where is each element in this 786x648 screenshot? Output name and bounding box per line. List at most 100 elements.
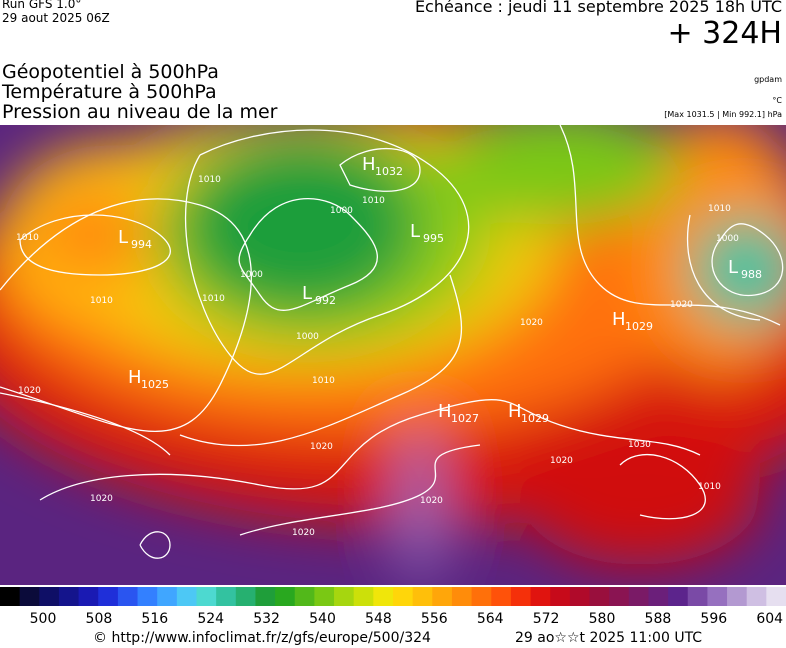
center-value: 1027 bbox=[451, 412, 479, 425]
center-type: H bbox=[508, 401, 522, 422]
colorbar-swatch bbox=[668, 587, 689, 606]
center-value: 1029 bbox=[521, 412, 549, 425]
isobar-label: 1000 bbox=[716, 234, 739, 244]
colorbar-swatch bbox=[746, 587, 767, 606]
center-type: H bbox=[362, 154, 376, 175]
colorbar-swatch bbox=[0, 587, 21, 606]
colorbar-swatch bbox=[117, 587, 139, 606]
colorbar-label: 588 bbox=[645, 611, 672, 627]
colorbar-swatch bbox=[373, 587, 394, 606]
isobar-label: 1000 bbox=[330, 206, 353, 216]
isobar-label: 1020 bbox=[310, 442, 333, 452]
colorbar-label: 556 bbox=[421, 611, 448, 627]
unit: °C bbox=[772, 96, 782, 105]
isobar-label: 1010 bbox=[708, 204, 731, 214]
colorbar-swatch bbox=[255, 587, 276, 606]
field-name: Température à 500hPa bbox=[2, 81, 217, 103]
source-link[interactable]: © http://www.infoclimat.fr/z/gfs/europe/… bbox=[93, 630, 431, 646]
field-name: Pression au niveau de la mer bbox=[2, 101, 278, 123]
isobar-label: 1020 bbox=[18, 386, 41, 396]
colorbar-swatch bbox=[707, 587, 728, 606]
center-type: L bbox=[410, 221, 420, 242]
run-label: Run GFS 1.0° bbox=[2, 0, 82, 11]
colorbar-swatch bbox=[19, 587, 40, 606]
colorbar: 500 508 516 524 532 540 548 556 564 572 580 588 596 6… bbox=[0, 587, 786, 627]
colorbar-swatch bbox=[314, 587, 335, 606]
colorbar-swatch bbox=[157, 587, 178, 606]
center-value: 1029 bbox=[625, 320, 653, 333]
generated-time: 29 ao☆☆t 2025 11:00 UTC bbox=[515, 630, 703, 646]
colorbar-swatch bbox=[393, 587, 414, 606]
colorbar-swatch bbox=[491, 587, 512, 606]
isobar-label: 1010 bbox=[698, 482, 721, 492]
lead-time: + 324H bbox=[667, 16, 783, 51]
isobar-labels: 1010 1010 1010 1000 1010 1000 1010 1000 1010 1020… bbox=[16, 175, 739, 538]
colorbar-swatch bbox=[58, 587, 80, 606]
colorbar-swatch bbox=[687, 587, 708, 606]
isobar-label: 1010 bbox=[362, 196, 385, 206]
isobar-label: 1020 bbox=[420, 496, 443, 506]
colorbar-swatch bbox=[196, 587, 217, 606]
colorbar-label: 500 bbox=[30, 611, 57, 627]
colorbar-swatch bbox=[432, 587, 453, 606]
colorbar-swatch bbox=[589, 587, 610, 606]
field-shading bbox=[0, 125, 786, 585]
colorbar-label: 564 bbox=[477, 611, 504, 627]
colorbar-swatch bbox=[550, 587, 571, 606]
center-type: L bbox=[118, 227, 128, 248]
isobar-label: 1010 bbox=[312, 376, 335, 386]
colorbar-swatch bbox=[353, 587, 374, 606]
center-type: L bbox=[728, 257, 738, 278]
center-value: 1032 bbox=[375, 165, 403, 178]
valid-time: Echéance : jeudi 11 septembre 2025 18h U… bbox=[414, 0, 782, 16]
center-type: H bbox=[612, 309, 626, 330]
colorbar-swatch bbox=[648, 587, 669, 606]
isobar-label: 1010 bbox=[202, 294, 225, 304]
colorbar-swatch bbox=[275, 587, 296, 606]
colorbar-label: 516 bbox=[141, 611, 168, 627]
colorbar-label: 508 bbox=[86, 611, 113, 627]
colorbar-label: 540 bbox=[309, 611, 336, 627]
isobar-label: 1020 bbox=[670, 300, 693, 310]
colorbar-label: 596 bbox=[700, 611, 727, 627]
isobar-label: 1020 bbox=[520, 318, 543, 328]
colorbar-swatch bbox=[235, 587, 256, 606]
colorbar-swatch bbox=[334, 587, 355, 606]
isobar-label: 1020 bbox=[292, 528, 315, 538]
isobar-label: 1020 bbox=[550, 456, 573, 466]
colorbar-swatch bbox=[176, 587, 197, 606]
center-value: 1025 bbox=[141, 378, 169, 391]
colorbar-swatch bbox=[628, 587, 649, 606]
isobar-label: 1010 bbox=[90, 296, 113, 306]
isobars bbox=[0, 125, 784, 559]
colorbar-swatch bbox=[216, 587, 237, 606]
colorbar-swatch bbox=[609, 587, 630, 606]
center-type: H bbox=[438, 401, 452, 422]
run-date: 29 aout 2025 06Z bbox=[2, 11, 110, 25]
colorbar-swatch bbox=[78, 587, 99, 606]
colorbar-swatch bbox=[451, 587, 473, 606]
isobar-label: 1030 bbox=[628, 440, 651, 450]
colorbar-label: 524 bbox=[197, 611, 224, 627]
field-name: Géopotentiel à 500hPa bbox=[2, 61, 219, 83]
center-value: 995 bbox=[423, 232, 444, 245]
colorbar-label: 572 bbox=[533, 611, 560, 627]
isobar-label: 1000 bbox=[240, 270, 263, 280]
unit: gpdam bbox=[754, 75, 782, 84]
colorbar-label: 548 bbox=[365, 611, 392, 627]
colorbar-swatch bbox=[137, 587, 158, 606]
unit: [Max 1031.5 | Min 992.1] hPa bbox=[664, 110, 782, 119]
isobar-label: 1010 bbox=[198, 175, 221, 185]
isobar-label: 1020 bbox=[90, 494, 113, 504]
colorbar-label: 580 bbox=[589, 611, 616, 627]
isobar-label: 1000 bbox=[296, 332, 319, 342]
center-type: L bbox=[302, 283, 312, 304]
colorbar-swatch bbox=[39, 587, 60, 606]
colorbar-swatch bbox=[412, 587, 433, 606]
colorbar-swatch bbox=[98, 587, 119, 606]
colorbar-swatch bbox=[727, 587, 748, 606]
colorbar-swatch bbox=[294, 587, 315, 606]
